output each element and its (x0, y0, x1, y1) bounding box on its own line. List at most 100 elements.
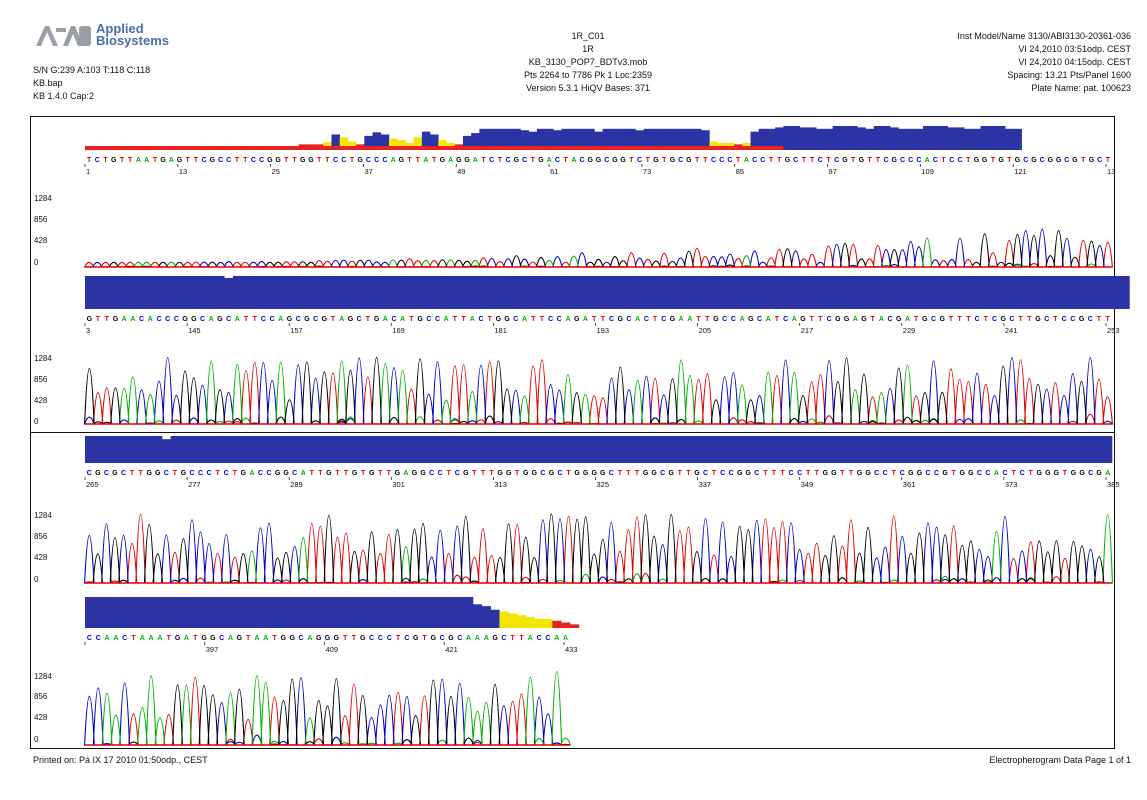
position-label: 169 (392, 326, 405, 335)
qv-bar (849, 126, 858, 150)
base-call: T (243, 157, 248, 164)
base-call: A (169, 157, 174, 164)
base-call: G (275, 157, 281, 164)
qv-bar (323, 597, 333, 628)
trace-G (85, 678, 570, 746)
qv-bar (102, 597, 112, 628)
qv-bar (1000, 436, 1010, 463)
qv-bar (846, 436, 856, 463)
base-call: T (984, 316, 989, 323)
position-label: 265 (86, 480, 99, 489)
base-call: G (588, 157, 594, 164)
base-call: G (395, 470, 401, 477)
qv-bar (694, 276, 704, 309)
base-call: T (481, 470, 486, 477)
qv-bar (314, 597, 324, 628)
base-call: G (694, 470, 700, 477)
base-call: T (851, 157, 856, 164)
qv-bar (1068, 276, 1078, 309)
qv-bar (833, 276, 843, 309)
qv-bar (675, 436, 685, 463)
base-call: A (571, 157, 576, 164)
base-call: G (892, 157, 898, 164)
qv-bar (1094, 436, 1104, 463)
qv-bar (561, 622, 571, 628)
qv-bar (93, 597, 103, 628)
base-call: T (1063, 470, 1068, 477)
base-call: G (504, 316, 510, 323)
qv-bar (898, 128, 907, 150)
qv-bar (204, 436, 214, 463)
qv-bar (467, 276, 477, 309)
base-call: G (210, 157, 216, 164)
base-call: A (339, 316, 344, 323)
qv-bar (602, 128, 612, 150)
base-call: T (409, 316, 414, 323)
position-label: 73 (643, 167, 651, 176)
qv-bar (256, 436, 266, 463)
base-call: T (991, 157, 996, 164)
qv-bar (824, 128, 833, 150)
base-call: C (703, 470, 708, 477)
base-call: T (472, 470, 477, 477)
base-call: C (957, 157, 962, 164)
run-module: KB_3130_POP7_BDTv3.mob (528, 57, 648, 67)
base-call: G (201, 635, 207, 642)
qv-bar (627, 128, 636, 150)
base-call: C (545, 635, 550, 642)
qv-bar (1094, 276, 1104, 309)
qv-bar (761, 436, 770, 463)
position-label: 361 (903, 480, 916, 489)
qv-bar (331, 597, 342, 628)
base-call: A (136, 157, 141, 164)
position-label: 49 (457, 167, 465, 176)
base-call: C (874, 470, 879, 477)
qv-bar (1052, 436, 1061, 463)
base-call: T (186, 157, 191, 164)
qv-bar (145, 276, 155, 309)
qv-bar (464, 597, 474, 628)
base-call: T (422, 635, 427, 642)
base-call: A (209, 316, 214, 323)
qv-bar (217, 597, 227, 628)
base-call: G (940, 316, 946, 323)
base-call: C (333, 157, 338, 164)
base-call: G (1072, 157, 1078, 164)
basecaller-info: KB 1.4.0 Cap:2 (33, 91, 95, 101)
base-call: T (703, 157, 708, 164)
qv-bar (164, 597, 174, 628)
instrument-model: Inst Model/Name 3130/ABI3130-20361-036 (957, 31, 1131, 41)
qv-bar (812, 436, 822, 463)
qv-bar (894, 276, 904, 309)
qv-bar (766, 128, 776, 150)
base-call: T (949, 316, 954, 323)
position-label: 3 (86, 326, 90, 335)
qv-bar (940, 436, 950, 463)
base-call: C (455, 470, 460, 477)
base-call: G (431, 635, 437, 642)
qv-bar (270, 597, 280, 628)
base-call: C (818, 157, 823, 164)
qv-bar (923, 436, 933, 463)
base-call: C (1062, 316, 1067, 323)
qv-bar (553, 130, 562, 150)
base-call: T (592, 316, 597, 323)
qv-bar (755, 276, 765, 309)
qv-bar (832, 126, 842, 150)
base-call: T (453, 316, 458, 323)
qv-bar (685, 276, 695, 309)
qv-bar (998, 276, 1008, 309)
qv-bar (863, 436, 873, 463)
qv-bar (1024, 276, 1034, 309)
base-call: G (399, 157, 405, 164)
trace-A (85, 671, 572, 746)
qv-bar (512, 436, 522, 463)
qv-bar (992, 436, 1002, 463)
qv-bar (850, 276, 860, 309)
base-call: G (859, 157, 865, 164)
base-call: T (941, 157, 946, 164)
qv-bar (328, 276, 338, 309)
base-call: A (853, 316, 858, 323)
base-call: G (960, 470, 966, 477)
